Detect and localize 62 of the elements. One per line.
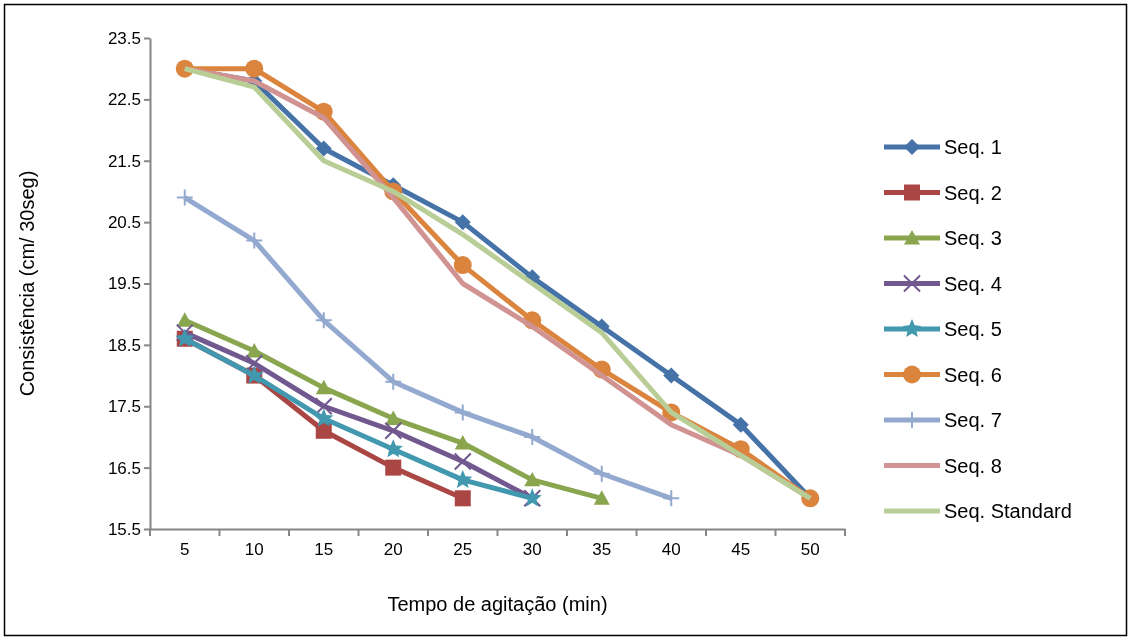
y-axis-title: Consistência (cm/ 30seg) bbox=[16, 170, 38, 397]
legend-label: Seq. 7 bbox=[944, 409, 1002, 431]
point bbox=[454, 490, 471, 507]
point bbox=[454, 435, 471, 450]
x-tick-label: 15 bbox=[314, 540, 334, 560]
x-tick-label: 45 bbox=[731, 540, 751, 560]
y-tick-label: 23.5 bbox=[107, 28, 141, 48]
point bbox=[453, 469, 473, 488]
x-tick-label: 35 bbox=[592, 540, 612, 560]
point bbox=[175, 188, 194, 207]
point bbox=[663, 367, 680, 384]
y-tick-label: 21.5 bbox=[107, 151, 141, 171]
legend-label: Seq. 2 bbox=[944, 181, 1002, 204]
point bbox=[314, 311, 333, 330]
y-tick-label: 15.5 bbox=[107, 519, 141, 539]
legend-label: Seq. 6 bbox=[944, 363, 1002, 386]
y-tick-label: 18.5 bbox=[107, 335, 141, 355]
point bbox=[383, 439, 403, 458]
point bbox=[315, 379, 332, 395]
x-tick-label: 20 bbox=[383, 540, 403, 560]
point bbox=[592, 464, 611, 483]
x-tick-label: 5 bbox=[180, 540, 190, 560]
point bbox=[245, 59, 264, 78]
x-tick-label: 30 bbox=[522, 540, 542, 560]
point bbox=[453, 452, 472, 471]
point bbox=[175, 323, 194, 342]
point bbox=[384, 421, 403, 440]
legend-label: Seq. 5 bbox=[944, 318, 1002, 340]
point bbox=[385, 410, 402, 425]
x-axis-title: Tempo de agitação (min) bbox=[387, 593, 608, 615]
legend-label: Seq. Standard bbox=[944, 500, 1072, 522]
point bbox=[453, 256, 472, 275]
legend-label: Seq. 8 bbox=[944, 454, 1002, 477]
point bbox=[246, 343, 263, 358]
y-tick-label: 17.5 bbox=[107, 397, 141, 417]
point bbox=[662, 489, 681, 508]
x-tick-label: 25 bbox=[453, 540, 473, 560]
point bbox=[453, 403, 472, 422]
legend-label: Seq. 4 bbox=[944, 272, 1002, 295]
point bbox=[524, 471, 541, 487]
point bbox=[454, 214, 471, 231]
point bbox=[315, 422, 332, 439]
point bbox=[385, 459, 402, 476]
legend-label: Seq. 1 bbox=[944, 136, 1002, 158]
point bbox=[245, 354, 264, 373]
point bbox=[315, 140, 332, 157]
y-tick-label: 20.5 bbox=[107, 213, 141, 233]
point bbox=[245, 231, 264, 250]
y-tick-label: 16.5 bbox=[107, 458, 141, 478]
y-tick-label: 19.5 bbox=[107, 274, 141, 294]
point bbox=[732, 416, 749, 433]
point bbox=[593, 490, 610, 505]
point bbox=[314, 397, 333, 416]
x-tick-label: 50 bbox=[800, 540, 820, 560]
point bbox=[523, 427, 542, 446]
point bbox=[384, 372, 403, 391]
point bbox=[314, 408, 334, 427]
x-tick-label: 40 bbox=[661, 540, 681, 560]
legend-label: Seq. 3 bbox=[944, 227, 1002, 249]
y-tick-label: 22.5 bbox=[107, 90, 141, 110]
x-tick-label: 10 bbox=[244, 540, 264, 560]
point bbox=[176, 312, 193, 327]
